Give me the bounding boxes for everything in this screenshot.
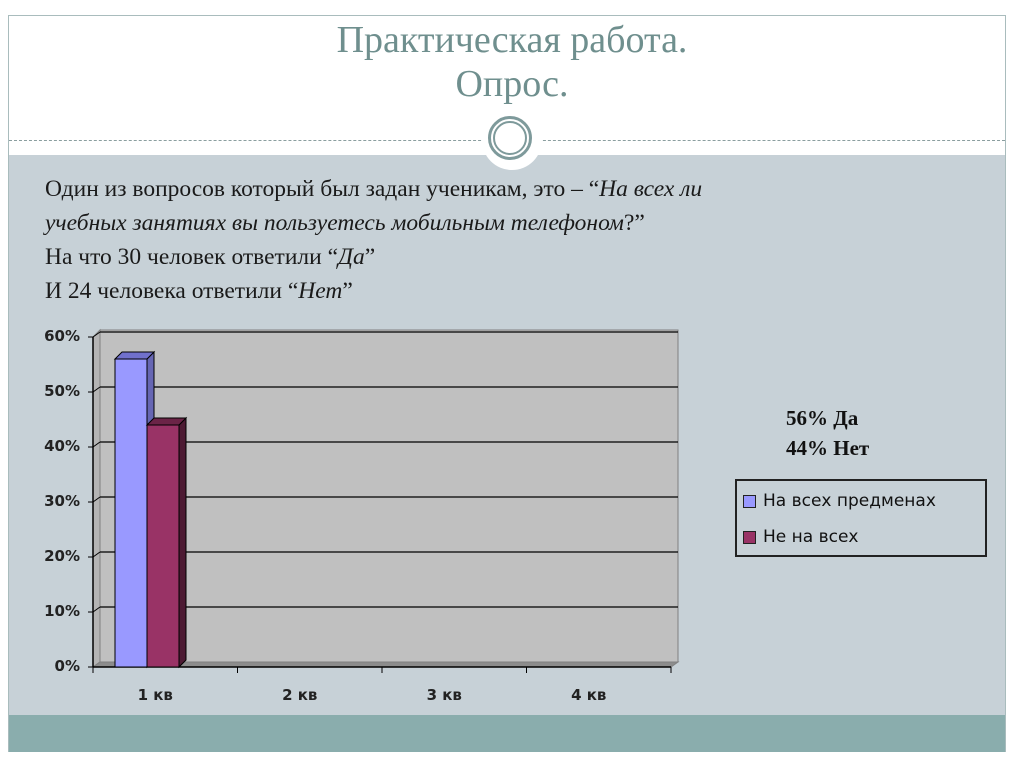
- gridline-side: [92, 386, 101, 393]
- y-tick-label: 20%: [44, 547, 80, 565]
- gridlines: [92, 331, 678, 613]
- gridline-side: [92, 496, 101, 503]
- line1-italic: На всех ли: [599, 176, 703, 202]
- gridline-side: [92, 441, 101, 448]
- gridline-side: [92, 551, 101, 558]
- bars: [113, 350, 188, 669]
- text-line-1: Один из вопросов который был задан учени…: [45, 172, 702, 206]
- line1-plain: Один из вопросов который был задан учени…: [45, 176, 600, 202]
- y-tick-label: 0%: [54, 657, 80, 675]
- bar-2: [145, 416, 188, 669]
- line4-italic: Нет: [298, 278, 343, 304]
- x-tick-label: 3 кв: [426, 686, 462, 704]
- legend-label: Не на всех: [763, 527, 859, 547]
- footer-band: [9, 715, 1005, 752]
- gridline-side: [92, 606, 101, 613]
- text-line-4: И 24 человека ответили “Нет”: [45, 274, 702, 308]
- x-tick-label: 1 кв: [137, 686, 173, 704]
- legend-swatch-icon: [743, 494, 756, 508]
- x-tick-label: 2 кв: [282, 686, 318, 704]
- gridline-side: [92, 331, 101, 338]
- x-tick-label: 4 кв: [571, 686, 607, 704]
- y-tick-label: 60%: [44, 327, 80, 345]
- title-line-2: Опрос.: [455, 63, 569, 105]
- legend-swatch-icon: [743, 530, 756, 544]
- title-line-1: Практическая работа.: [336, 19, 688, 61]
- line3-end: ”: [364, 244, 376, 270]
- chart-back-wall: [99, 329, 679, 663]
- text-line-2: учебных занятиях вы пользуетесь мобильны…: [45, 206, 702, 240]
- line2-plain: ?”: [623, 210, 645, 236]
- y-tick-label: 10%: [44, 602, 80, 620]
- slide-title: Практическая работа. Опрос.: [0, 18, 1024, 106]
- legend-label: На всех предменах: [763, 491, 936, 511]
- line4-plain: И 24 человека ответили “: [45, 278, 299, 304]
- y-tick-label: 40%: [44, 437, 80, 455]
- line3-plain: На что 30 человек ответили “: [45, 244, 339, 270]
- y-tick-label: 50%: [44, 382, 80, 400]
- ring-ornament-icon: [488, 116, 532, 160]
- stat-no: 44% Нет: [786, 436, 870, 460]
- line4-end: ”: [342, 278, 353, 304]
- x-ticks: [92, 667, 672, 673]
- y-ticks: [88, 336, 93, 668]
- chart-legend: На всех предменах Не на всех: [735, 479, 987, 557]
- y-tick-label: 30%: [44, 492, 80, 510]
- chart-side-wall: [92, 328, 101, 668]
- legend-item-series-1: На всех предменах: [743, 491, 936, 511]
- legend-item-series-2: Не на всех: [743, 527, 858, 547]
- text-line-3: На что 30 человек ответили “Да”: [45, 240, 702, 274]
- stat-yes: 56% Да: [786, 406, 859, 430]
- ring-ornament-inner-icon: [493, 121, 527, 155]
- result-summary: 56% Да 44% Нет: [786, 403, 869, 463]
- question-text: Один из вопросов который был задан учени…: [45, 172, 702, 308]
- line2-italic: учебных занятиях вы пользуетесь мобильны…: [45, 210, 624, 236]
- line3-italic: Да: [338, 244, 365, 270]
